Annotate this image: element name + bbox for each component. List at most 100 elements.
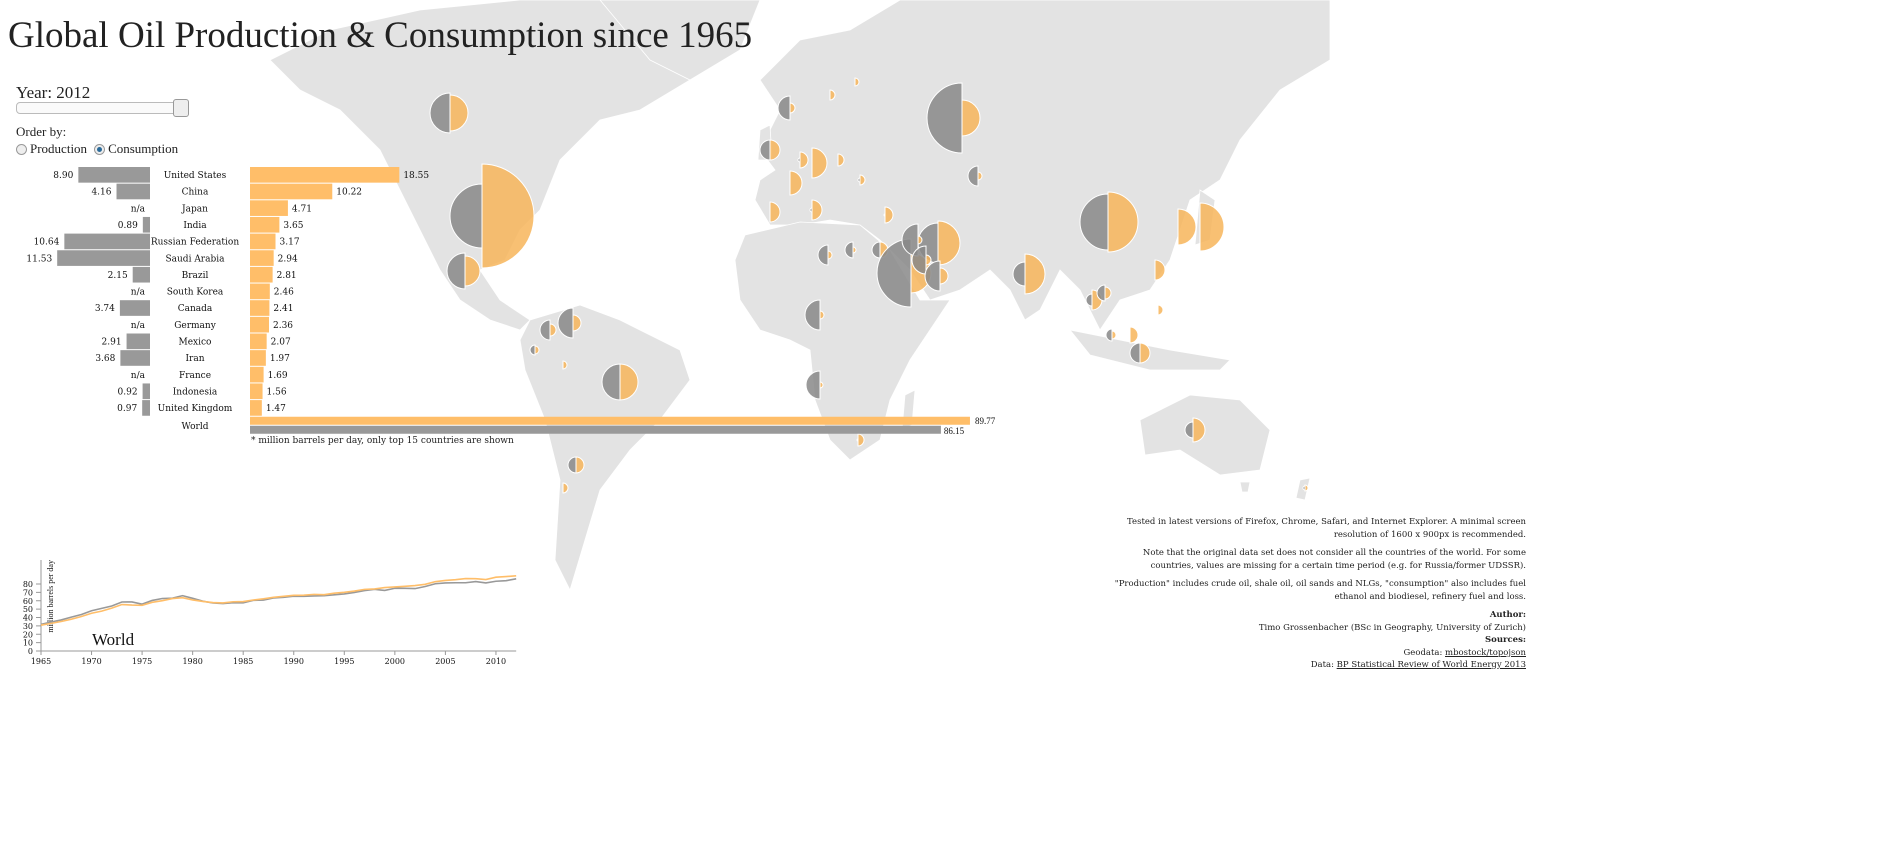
geodata-link[interactable]: mbostock/topojson bbox=[1445, 647, 1526, 658]
x-tick-label: 1980 bbox=[182, 657, 202, 666]
production-semicircle-norway bbox=[777, 95, 791, 121]
consumption-semicircle-spain bbox=[769, 201, 781, 223]
line-chart-title: World bbox=[92, 630, 135, 649]
radio-consumption-label[interactable]: Consumption bbox=[108, 141, 179, 156]
y-tick-label: 70 bbox=[23, 588, 33, 597]
country-label: Indonesia bbox=[173, 387, 218, 397]
consumption-semicircle-angola bbox=[819, 381, 824, 389]
production-semicircle-kazakhstan bbox=[967, 165, 979, 187]
consumption-semicircle-india bbox=[1024, 253, 1046, 295]
consumption-bar bbox=[250, 283, 270, 300]
x-tick-label: 2000 bbox=[385, 657, 405, 666]
consumption-semicircle-nigeria bbox=[819, 310, 825, 320]
radio-production[interactable] bbox=[16, 143, 27, 155]
bar-row: 3.68 Iran 1.97 bbox=[95, 350, 290, 366]
radio-production-label[interactable]: Production bbox=[30, 141, 88, 156]
bar-row: 2.15 Brazil 2.81 bbox=[108, 266, 297, 283]
consumption-semicircle-netherlands bbox=[799, 151, 809, 169]
production-value: 0.89 bbox=[118, 221, 138, 231]
consumption-bar bbox=[250, 383, 263, 400]
consumption-value: 4.71 bbox=[292, 204, 312, 214]
production-semicircle-uae bbox=[924, 260, 941, 292]
consumption-semicircle-taiwan bbox=[1154, 259, 1166, 281]
production-semicircle-india bbox=[1012, 261, 1026, 287]
production-value: 0.92 bbox=[118, 387, 138, 397]
world-line-chart: 1965 1970 1975 1980 1985 1990 1995 2000 2005 2010… bbox=[23, 560, 517, 666]
consumption-semicircle-united-states bbox=[481, 163, 535, 269]
x-tick-label: 1965 bbox=[31, 657, 51, 666]
bar-row: 0.89 India 3.65 bbox=[118, 216, 304, 233]
consumption-bar bbox=[250, 233, 276, 250]
consumption-semicircle-japan bbox=[1199, 202, 1225, 252]
x-tick-label: 1995 bbox=[334, 657, 354, 666]
x-tick-label: 1985 bbox=[233, 657, 253, 666]
country-label: South Korea bbox=[167, 288, 224, 298]
consumption-semicircle-finland bbox=[854, 77, 860, 87]
consumption-semicircle-italy bbox=[811, 199, 823, 221]
consumption-semicircle-colombia bbox=[549, 323, 557, 337]
production-semicircle-angola bbox=[805, 370, 821, 400]
consumption-bar bbox=[250, 266, 273, 283]
consumption-bar bbox=[250, 250, 274, 266]
consumption-semicircle-australia bbox=[1192, 417, 1206, 443]
world-production-bar bbox=[250, 425, 941, 434]
radio-consumption[interactable] bbox=[94, 143, 106, 155]
author-heading: Author: bbox=[1489, 610, 1526, 620]
sources-heading: Sources: bbox=[1485, 635, 1526, 645]
world-consumption-value: 89.77 bbox=[975, 416, 996, 426]
bar-row: 0.92 Indonesia 1.56 bbox=[118, 383, 287, 400]
consumption-semicircle-mexico bbox=[464, 255, 481, 287]
production-semicircle-ecuador bbox=[529, 344, 536, 356]
consumption-value: 3.65 bbox=[283, 221, 303, 231]
production-semicircle-australia bbox=[1184, 421, 1194, 439]
consumption-bar bbox=[250, 333, 267, 350]
consumption-semicircle-france bbox=[789, 170, 803, 196]
production-value: 11.53 bbox=[26, 254, 52, 264]
country-label: China bbox=[182, 188, 209, 198]
bar-row: n/a France 1.69 bbox=[131, 366, 288, 383]
x-tick-label: 2010 bbox=[486, 657, 506, 666]
y-tick-label: 10 bbox=[23, 639, 33, 648]
consumption-value: 2.41 bbox=[273, 304, 293, 314]
consumption-semicircle-venezuela bbox=[572, 314, 582, 332]
consumption-semicircle-ecuador bbox=[534, 345, 540, 355]
production-semicircle-egypt bbox=[871, 241, 881, 259]
production-value: 3.68 bbox=[95, 354, 115, 364]
data-link[interactable]: BP Statistical Review of World Energy 20… bbox=[1336, 660, 1526, 670]
consumption-semicircle-sweden bbox=[829, 89, 836, 101]
country-label: United States bbox=[164, 171, 227, 181]
production-bar bbox=[78, 167, 150, 183]
y-tick-label: 20 bbox=[23, 630, 33, 639]
production-semicircle-malaysia bbox=[1096, 284, 1106, 302]
y-tick-label: 40 bbox=[23, 614, 33, 623]
country-bar-chart: 8.90 United States 18.55 4.16 China 10.22 n/a J… bbox=[26, 167, 996, 436]
y-tick-label: 60 bbox=[23, 597, 33, 606]
country-label: Germany bbox=[174, 321, 217, 331]
consumption-semicircle-kuwait bbox=[925, 254, 932, 266]
bar-row: 4.16 China 10.22 bbox=[91, 183, 362, 200]
production-semicircle-russia bbox=[926, 82, 963, 154]
production-value: 8.90 bbox=[53, 171, 73, 181]
x-tick-label: 1975 bbox=[132, 657, 152, 666]
year-label: Year: 2012 bbox=[16, 83, 91, 102]
year-slider-handle[interactable] bbox=[173, 99, 189, 117]
production-semicircle-argentina bbox=[567, 456, 577, 474]
production-bar bbox=[142, 400, 150, 416]
y-tick-label: 50 bbox=[23, 605, 33, 614]
y-tick-label: 80 bbox=[23, 580, 33, 589]
consumption-semicircle-south-africa bbox=[857, 433, 865, 447]
consumption-bar bbox=[250, 167, 400, 183]
consumption-semicircle-ukraine bbox=[859, 174, 866, 186]
consumption-value: 1.56 bbox=[267, 387, 287, 397]
year-slider[interactable] bbox=[16, 99, 189, 117]
bar-row: n/a Germany 2.36 bbox=[131, 316, 293, 333]
consumption-semicircle-poland bbox=[837, 153, 845, 167]
consumption-semicircle-algeria bbox=[827, 250, 833, 260]
data-source: Data: BP Statistical Review of World Ene… bbox=[1106, 659, 1526, 672]
consumption-bar bbox=[250, 216, 280, 233]
consumption-semicircle-vietnam bbox=[1111, 330, 1117, 340]
consumption-semicircle-norway bbox=[789, 102, 796, 114]
consumption-semicircle-malaysia bbox=[1104, 286, 1112, 300]
consumption-semicircle-indonesia bbox=[1139, 342, 1151, 364]
